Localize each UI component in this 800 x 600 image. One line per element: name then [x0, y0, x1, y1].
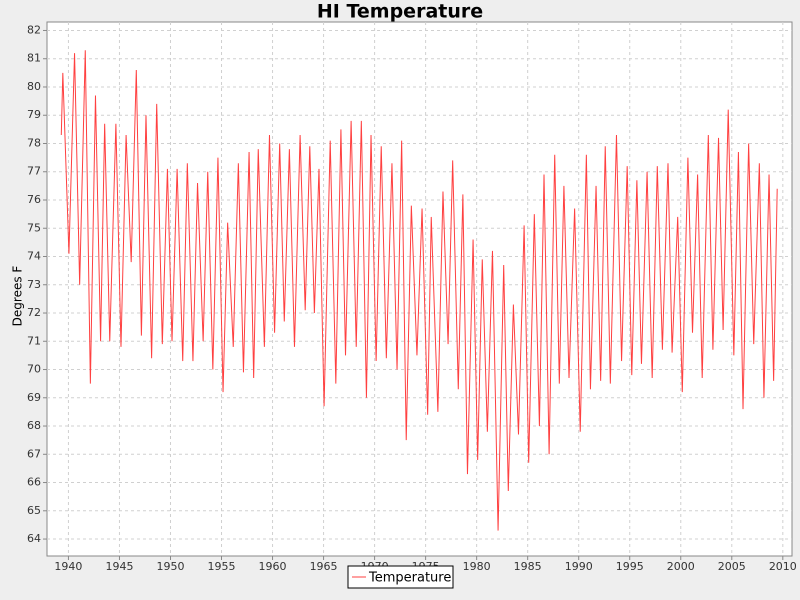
- legend-box: [347, 565, 454, 589]
- y-tick-label: 81: [27, 52, 41, 65]
- x-tick-label: 1965: [310, 560, 338, 573]
- y-tick-label: 77: [27, 165, 41, 178]
- y-tick-label: 65: [27, 504, 41, 517]
- x-tick-label: 2010: [769, 560, 797, 573]
- x-tick-label: 1985: [514, 560, 542, 573]
- legend-label: Temperature: [368, 571, 451, 586]
- y-tick-label: 79: [27, 108, 41, 121]
- y-tick-label: 78: [27, 136, 41, 149]
- y-axis-label: Degrees F: [11, 266, 25, 327]
- y-tick-label: 74: [27, 250, 41, 263]
- x-tick-label: 1945: [105, 560, 133, 573]
- x-tick-label: 1995: [616, 560, 644, 573]
- y-tick-label: 82: [27, 23, 41, 36]
- y-tick-label: 69: [27, 391, 41, 404]
- x-tick-label: 2005: [718, 560, 746, 573]
- y-tick-label: 67: [27, 447, 41, 460]
- y-tick-label: 72: [27, 306, 41, 319]
- y-tick-label: 70: [27, 363, 41, 376]
- y-tick-label: 64: [27, 532, 41, 545]
- data-line: [60, 50, 778, 531]
- y-tick-label: 68: [27, 419, 41, 432]
- y-tick-label: 75: [27, 221, 41, 234]
- x-tick-label: 1990: [565, 560, 593, 573]
- x-tick-label: 1955: [208, 560, 236, 573]
- y-tick-label: 73: [27, 278, 41, 291]
- y-tick-label: 66: [27, 476, 41, 489]
- x-tick-label: 1960: [259, 560, 287, 573]
- y-tick-label: 80: [27, 80, 41, 93]
- x-tick-label: 1940: [54, 560, 82, 573]
- x-tick-label: 1950: [156, 560, 184, 573]
- y-tick-label: 71: [27, 334, 41, 347]
- y-tick-label: 76: [27, 193, 41, 206]
- chart-title: HI Temperature: [317, 1, 483, 23]
- x-tick-label: 2000: [667, 560, 695, 573]
- x-tick-label: 1980: [463, 560, 491, 573]
